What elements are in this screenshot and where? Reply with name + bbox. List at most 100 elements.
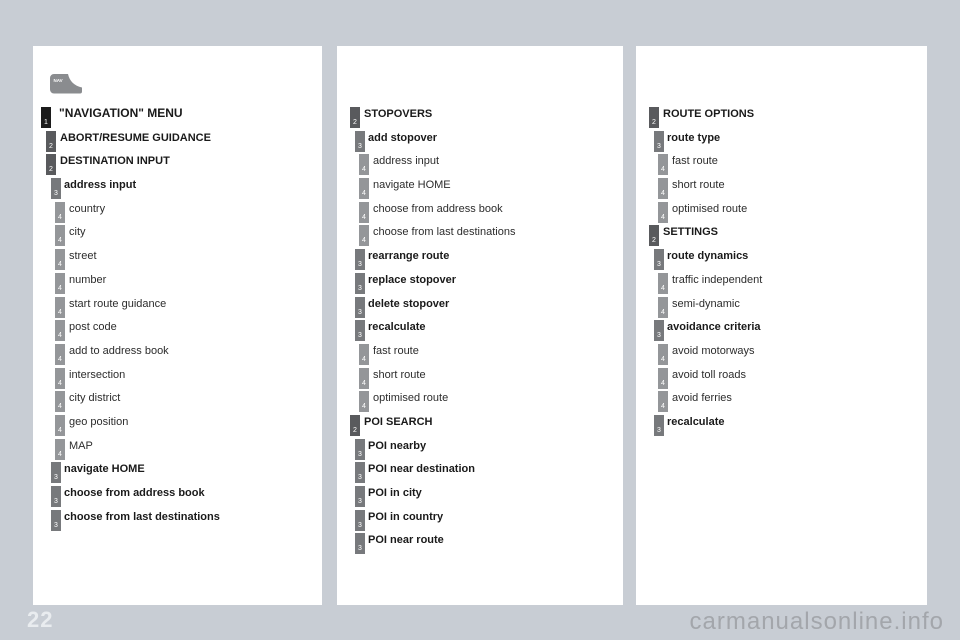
level-badge: 3 — [355, 462, 365, 484]
level-badge: 4 — [55, 414, 65, 436]
level-badge: 3 — [355, 320, 365, 342]
menu-item: 4 fast route — [636, 154, 927, 178]
menu-item: 3 recalculate — [337, 320, 623, 344]
menu-item-label: avoid toll roads — [672, 368, 746, 381]
level-badge: 3 — [355, 296, 365, 318]
level-badge: 4 — [658, 343, 668, 365]
level-badge: 4 — [55, 296, 65, 318]
menu-item-label: traffic independent — [672, 273, 763, 286]
level-badge: 4 — [55, 201, 65, 223]
level-badge: 4 — [658, 391, 668, 413]
level-badge: 3 — [355, 249, 365, 271]
menu-item-label: route type — [667, 131, 721, 144]
menu-item-label: short route — [672, 179, 725, 192]
level-badge: 3 — [355, 533, 365, 555]
menu-item-label: POI in city — [368, 487, 422, 499]
menu-item-label: address input — [373, 155, 440, 168]
level-badge: 4 — [55, 249, 65, 271]
menu-item-label: POI nearby — [368, 439, 427, 452]
menu-item-label: choose from last destinations — [64, 510, 220, 523]
menu-item-label: optimised route — [672, 202, 748, 215]
menu-item: 3 navigate HOME — [33, 462, 322, 486]
menu-tree-panel-route-options: 2 ROUTE OPTIONS 3 route type 4 fast route 4 sho… — [636, 46, 927, 605]
menu-item: 3 replace stopover — [337, 272, 623, 297]
menu-item-label: fast route — [672, 155, 718, 168]
menu-item-label: add stopover — [368, 131, 438, 144]
menu-item-label: city district — [69, 392, 121, 405]
menu-tree-navigation: 1 "NAVIGATION" MENU 2 ABORT/RESUME GUIDANCE… — [33, 107, 322, 533]
level-badge: 4 — [359, 201, 369, 223]
level-badge: 3 — [51, 178, 61, 200]
menu-item: 3 recalculate — [636, 414, 927, 439]
menu-item-label: post code — [69, 321, 117, 334]
menu-item-label: start route guidance — [69, 297, 167, 310]
menu-item-label: avoid motorways — [672, 344, 755, 357]
level-badge: 4 — [658, 178, 668, 200]
menu-item-label: "NAVIGATION" MENU — [59, 106, 183, 120]
menu-item-label: add to address book — [69, 344, 169, 357]
menu-item: 4 start route guidance — [33, 296, 322, 321]
menu-item-label: optimised route — [373, 392, 449, 405]
menu-item-label: ROUTE OPTIONS — [663, 108, 755, 120]
menu-item-label: STOPOVERS — [364, 108, 433, 120]
menu-item-label: POI near destination — [368, 463, 475, 476]
menu-tree-panel-stopovers: 2 STOPOVERS 3 add stopover 4 address input 4 na… — [337, 46, 623, 605]
menu-item: 2 ROUTE OPTIONS — [636, 107, 927, 131]
level-badge: 3 — [355, 130, 365, 152]
menu-item-label: route dynamics — [667, 250, 749, 263]
menu-item-label: choose from address book — [64, 487, 205, 499]
menu-item: 4 country — [33, 201, 322, 226]
level-badge: 4 — [359, 391, 369, 413]
menu-tree-route-options: 2 ROUTE OPTIONS 3 route type 4 fast route 4 sho… — [636, 107, 927, 439]
level-badge: 4 — [359, 154, 369, 176]
level-badge: 4 — [55, 343, 65, 365]
level-badge: 2 — [649, 107, 659, 128]
menu-item: 2 SETTINGS — [636, 225, 927, 249]
menu-item: 4 avoid ferries — [636, 391, 927, 415]
menu-item-label: city — [69, 226, 86, 239]
level-badge: 3 — [355, 272, 365, 294]
level-badge: 2 — [649, 225, 659, 247]
menu-item: 3 route type — [636, 130, 927, 155]
menu-item: 4 avoid motorways — [636, 343, 927, 368]
menu-item: 4 navigate HOME — [337, 178, 623, 202]
level-badge: 3 — [51, 486, 61, 507]
level-badge: 4 — [658, 272, 668, 294]
level-badge: 3 — [654, 130, 664, 152]
menu-item-label: POI near route — [368, 534, 444, 547]
menu-item-label: MAP — [69, 439, 93, 452]
menu-item: 2 POI SEARCH — [337, 414, 623, 439]
level-badge: 4 — [658, 201, 668, 223]
menu-item-label: choose from last destinations — [373, 226, 516, 239]
nav-key-icon: NAV — [50, 74, 83, 94]
menu-item: 4 street — [33, 249, 322, 273]
menu-item-label: POI in country — [368, 510, 444, 523]
level-badge: 4 — [55, 225, 65, 247]
level-badge: 2 — [350, 107, 360, 128]
level-badge: 2 — [46, 154, 56, 176]
menu-item: 4 short route — [636, 178, 927, 202]
level-badge: 3 — [51, 509, 61, 531]
menu-item: 3 avoidance criteria — [636, 320, 927, 344]
level-badge: 3 — [355, 509, 365, 531]
menu-item: 4 optimised route — [636, 201, 927, 226]
menu-item: 3 POI in city — [337, 486, 623, 510]
level-badge: 1 — [41, 107, 51, 128]
menu-item: 4 choose from last destinations — [337, 225, 623, 249]
level-badge: 2 — [350, 414, 360, 436]
menu-item: 4 address input — [337, 154, 623, 178]
menu-item: 4 optimised route — [337, 391, 623, 415]
menu-item: 1 "NAVIGATION" MENU — [33, 107, 322, 131]
menu-item-label: address input — [64, 179, 137, 192]
menu-item: 4 number — [33, 272, 322, 297]
level-badge: 2 — [46, 130, 56, 152]
level-badge: 3 — [654, 414, 664, 436]
menu-item: 2 ABORT/RESUME GUIDANCE — [33, 130, 322, 155]
menu-item-label: fast route — [373, 344, 419, 357]
menu-item-label: intersection — [69, 368, 126, 381]
menu-item-label: semi-dynamic — [672, 297, 740, 310]
menu-item: 4 choose from address book — [337, 201, 623, 226]
menu-item: 3 route dynamics — [636, 249, 927, 273]
menu-item: 4 city — [33, 225, 322, 249]
